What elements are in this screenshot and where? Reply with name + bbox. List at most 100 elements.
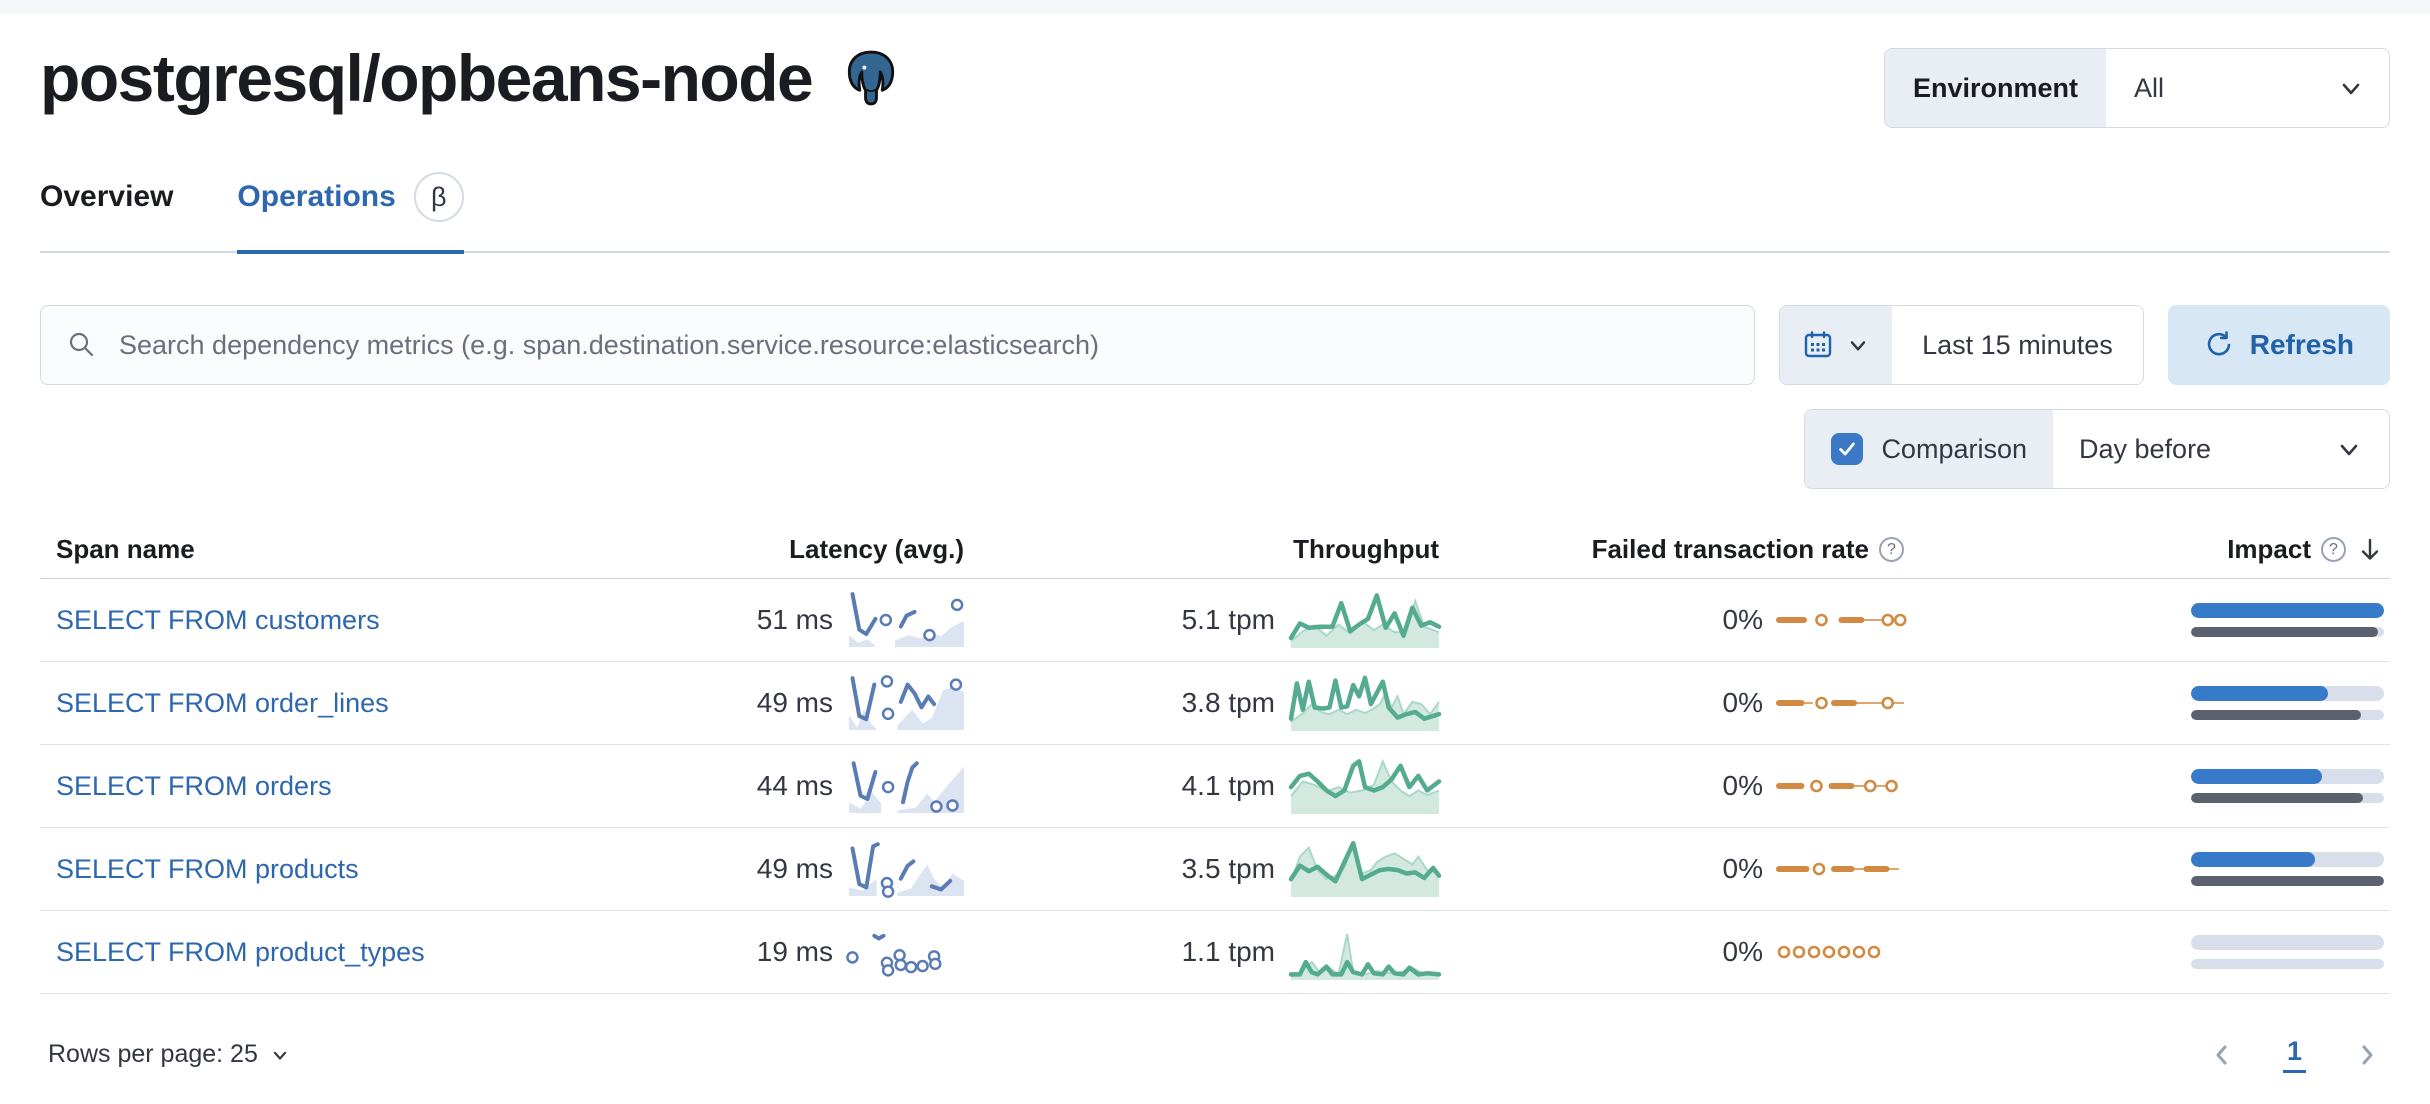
impact-bars xyxy=(2191,603,2384,637)
tab-overview[interactable]: Overview xyxy=(40,172,173,254)
comparison-checkbox[interactable] xyxy=(1831,433,1864,465)
throughput-value: 1.1 tpm xyxy=(1181,936,1275,967)
refresh-icon xyxy=(2204,330,2234,360)
operations-table: Span name Latency (avg.) Throughput Fail… xyxy=(40,521,2390,994)
span-name-link[interactable]: SELECT FROM order_lines xyxy=(56,687,389,718)
failed-rate-sparkline xyxy=(1776,862,1899,876)
table-row: SELECT FROM customers 51 ms 5.1 tpm 0% xyxy=(40,579,2390,662)
environment-value: All xyxy=(2134,72,2165,103)
dependency-operations-page: postgresql/opbeans-node Environment All … xyxy=(0,14,2430,1073)
throughput-sparkline xyxy=(1288,675,1442,731)
page-title: postgresql/opbeans-node xyxy=(40,41,814,115)
span-name-link[interactable]: SELECT FROM products xyxy=(56,853,359,884)
sort-descending-icon xyxy=(2356,536,2384,564)
latency-value: 49 ms xyxy=(756,853,833,884)
rows-per-page-label: Rows per page: 25 xyxy=(48,1040,258,1068)
table-row: SELECT FROM orders 44 ms 4.1 tpm 0% xyxy=(40,745,2390,828)
latency-value: 51 ms xyxy=(756,604,833,635)
failed-rate-value: 0% xyxy=(1722,604,1763,635)
span-name-link[interactable]: SELECT FROM product_types xyxy=(56,936,425,967)
info-icon: ? xyxy=(1879,537,1904,562)
impact-bars xyxy=(2191,686,2384,720)
impact-previous-bar xyxy=(2191,793,2384,803)
failed-rate-value: 0% xyxy=(1722,687,1763,718)
comparison-label: Comparison xyxy=(1881,433,2027,464)
latency-sparkline xyxy=(849,592,964,647)
impact-previous-bar xyxy=(2191,710,2384,720)
chevron-down-icon xyxy=(270,1045,290,1065)
impact-previous-bar xyxy=(2191,876,2384,886)
column-header-impact[interactable]: Impact ? xyxy=(1910,534,2390,565)
column-header-latency[interactable]: Latency (avg.) xyxy=(789,534,964,564)
next-page-button[interactable] xyxy=(2352,1040,2382,1070)
comparison-control: Comparison Day before xyxy=(1804,409,2390,489)
span-name-link[interactable]: SELECT FROM orders xyxy=(56,770,332,801)
page-header: postgresql/opbeans-node Environment All xyxy=(40,14,2390,128)
comparison-toggle[interactable]: Comparison xyxy=(1805,410,2053,488)
tab-operations-label: Operations xyxy=(237,180,396,213)
comparison-value: Day before xyxy=(2079,433,2212,464)
impact-previous-bar xyxy=(2191,959,2384,969)
search-icon xyxy=(67,330,97,360)
search-box[interactable] xyxy=(40,305,1756,385)
calendar-icon xyxy=(1802,329,1834,361)
column-header-throughput[interactable]: Throughput xyxy=(1293,534,1439,564)
latency-sparkline xyxy=(849,761,964,813)
failed-rate-sparkline xyxy=(1776,613,1907,627)
time-range-button[interactable]: Last 15 minutes xyxy=(1892,306,2143,384)
table-footer: Rows per page: 25 1 xyxy=(40,1036,2390,1073)
refresh-button[interactable]: Refresh xyxy=(2167,305,2390,385)
latency-value: 19 ms xyxy=(756,936,833,967)
throughput-value: 3.8 tpm xyxy=(1181,687,1275,718)
latency-sparkline xyxy=(846,933,942,977)
date-picker: Last 15 minutes xyxy=(1779,305,2144,385)
rows-per-page-button[interactable]: Rows per page: 25 xyxy=(48,1040,290,1069)
impact-current-bar xyxy=(2191,935,2384,950)
date-picker-calendar-button[interactable] xyxy=(1780,306,1893,384)
latency-sparkline xyxy=(849,842,964,898)
previous-page-button[interactable] xyxy=(2207,1040,2237,1070)
impact-bars xyxy=(2191,769,2384,803)
window-top-edge xyxy=(0,0,2430,14)
search-input[interactable] xyxy=(117,328,1729,362)
table-row: SELECT FROM product_types 19 ms 1.1 tpm … xyxy=(40,911,2390,994)
table-body: SELECT FROM customers 51 ms 5.1 tpm 0% S… xyxy=(40,579,2390,994)
failed-rate-sparkline xyxy=(1777,945,1881,959)
tab-operations[interactable]: Operations β xyxy=(237,172,464,254)
impact-bars xyxy=(2191,852,2384,886)
pagination: 1 xyxy=(2207,1036,2382,1073)
column-header-span-name[interactable]: Span name xyxy=(56,534,195,564)
impact-current-bar xyxy=(2191,769,2384,784)
failed-rate-value: 0% xyxy=(1722,936,1763,967)
impact-current-bar xyxy=(2191,852,2384,867)
chevron-down-icon xyxy=(2337,74,2365,102)
throughput-value: 3.5 tpm xyxy=(1181,853,1275,884)
failed-rate-value: 0% xyxy=(1722,770,1763,801)
tab-bar: Overview Operations β xyxy=(40,172,2390,254)
environment-label: Environment xyxy=(1885,49,2107,127)
comparison-select[interactable]: Day before xyxy=(2053,410,2389,488)
column-header-failed-rate[interactable]: Failed transaction rate ? xyxy=(1445,534,1910,565)
table-header-row: Span name Latency (avg.) Throughput Fail… xyxy=(40,521,2390,579)
throughput-value: 5.1 tpm xyxy=(1181,604,1275,635)
impact-current-bar xyxy=(2191,603,2384,618)
refresh-label: Refresh xyxy=(2249,329,2354,360)
postgresql-icon xyxy=(840,47,902,109)
chevron-down-icon xyxy=(1846,333,1870,357)
latency-value: 49 ms xyxy=(756,687,833,718)
throughput-sparkline xyxy=(1288,593,1442,648)
failed-rate-sparkline xyxy=(1776,779,1898,793)
span-name-link[interactable]: SELECT FROM customers xyxy=(56,604,380,635)
throughput-value: 4.1 tpm xyxy=(1181,770,1275,801)
environment-filter[interactable]: Environment All xyxy=(1884,48,2390,128)
page-number-1[interactable]: 1 xyxy=(2282,1036,2306,1073)
tab-overview-label: Overview xyxy=(40,180,174,213)
throughput-sparkline xyxy=(1288,758,1442,814)
beta-badge: β xyxy=(413,172,464,222)
impact-previous-bar xyxy=(2191,627,2384,637)
chevron-down-icon xyxy=(2335,435,2363,463)
latency-sparkline xyxy=(849,675,964,730)
toolbar: Last 15 minutes Refresh xyxy=(40,305,2390,385)
info-icon: ? xyxy=(2321,537,2346,562)
latency-value: 44 ms xyxy=(756,770,833,801)
